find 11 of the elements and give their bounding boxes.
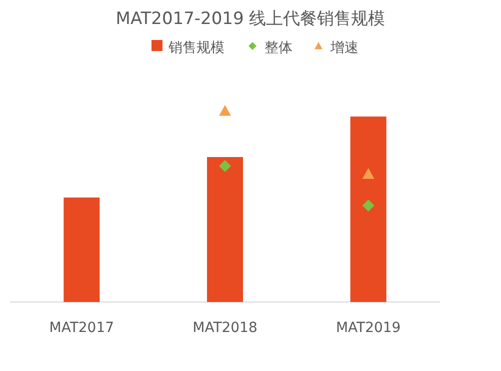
point [362,168,374,179]
legend-label: 增速 [330,40,358,56]
legend-label: 销售规模 [168,40,224,56]
point [219,160,231,172]
x-tick-label: MAT2017 [49,320,114,336]
point [219,105,231,116]
legend-label: 整体 [264,40,292,56]
x-tick-label: MAT2018 [192,320,258,336]
chart-title: MAT2017-2019 线上代餐销售规模 [116,9,386,29]
point [362,200,374,212]
x-tick-label: MAT2019 [336,320,401,336]
